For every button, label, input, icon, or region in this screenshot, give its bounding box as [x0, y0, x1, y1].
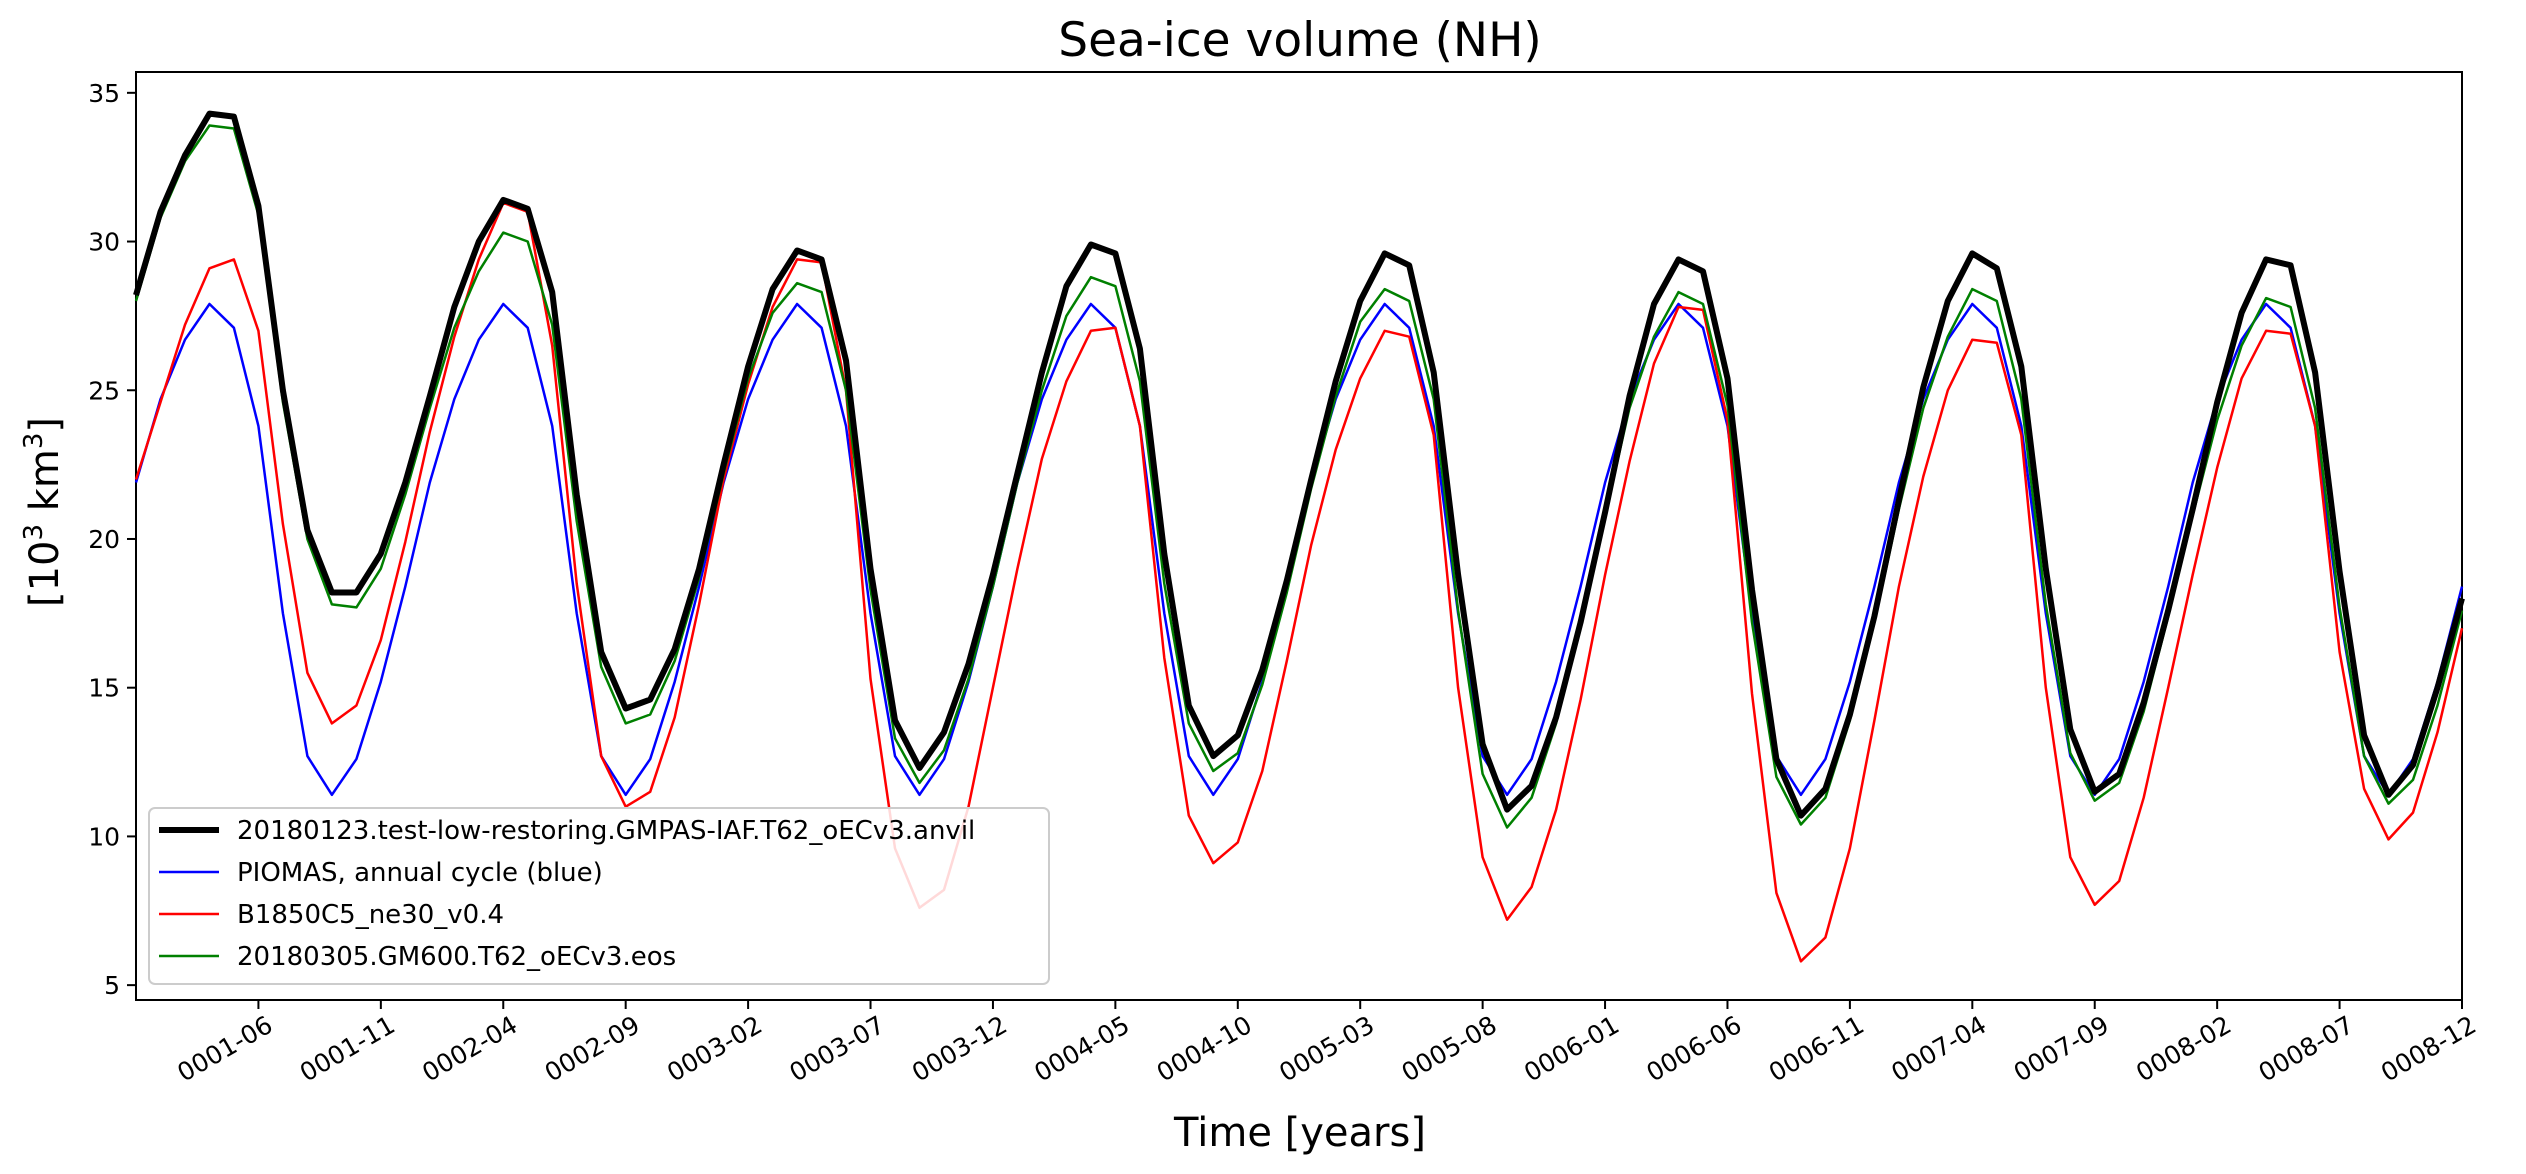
x-tick-label: 0006-06 [1642, 1010, 1747, 1087]
y-tick-label: 20 [88, 525, 120, 554]
y-axis-label-text: [10 [22, 541, 68, 608]
y-tick-label: 5 [104, 971, 120, 1000]
chart-title: Sea-ice volume (NH) [1058, 13, 1542, 68]
x-tick-label: 0004-05 [1029, 1010, 1134, 1087]
y-axis-label: [103 km3] [19, 417, 68, 607]
x-axis: 0001-06 0001-11 0002-04 0002-09 0003-02 0003-… [172, 1000, 2481, 1087]
legend-box [148, 807, 1050, 985]
x-tick-label: 0007-04 [1886, 1010, 1991, 1087]
x-tick-label: 0003-02 [662, 1010, 767, 1087]
x-tick-label: 0001-06 [172, 1010, 277, 1087]
legend-items: 20180123.test-low-restoring.GMPAS-IAF.T6… [159, 816, 975, 972]
plot-area [133, 71, 2465, 1001]
y-tick-label: 10 [88, 822, 120, 851]
legend: 20180123.test-low-restoring.GMPAS-IAF.T6… [148, 807, 1050, 985]
x-tick-label: 0007-09 [2009, 1010, 2114, 1087]
x-tick-label: 0003-07 [785, 1010, 890, 1087]
x-tick-label: 0001-11 [295, 1010, 400, 1087]
y-axis-label-unit-superscript: 3 [19, 433, 49, 450]
series-line-2 [134, 302, 2464, 797]
x-tick-label: 0003-12 [907, 1010, 1012, 1087]
y-tick-label: 15 [88, 674, 120, 703]
plot-frame [135, 71, 2463, 1001]
x-axis-label: Time [years] [1173, 1110, 1426, 1156]
y-axis-label-close: ] [22, 417, 68, 433]
legend-label-3: B1850C5_ne30_v0.4 [237, 900, 504, 930]
legend-label-1: 20180123.test-low-restoring.GMPAS-IAF.T6… [237, 816, 975, 846]
y-axis: 5 10 15 20 25 30 35 [88, 79, 136, 1000]
x-tick-label: 0002-09 [540, 1010, 645, 1087]
x-tick-label: 0002-04 [417, 1010, 522, 1087]
x-tick-label: 0005-08 [1397, 1010, 1502, 1087]
legend-label-2: PIOMAS, annual cycle (blue) [237, 858, 603, 888]
x-tick-label: 0006-11 [1764, 1010, 1869, 1087]
y-axis-label-superscript: 3 [19, 524, 49, 541]
x-tick-label: 0004-10 [1152, 1010, 1257, 1087]
x-tick-label: 0008-12 [2376, 1010, 2481, 1087]
y-tick-label: 35 [88, 79, 120, 108]
series-line-1 [133, 110, 2465, 819]
x-tick-label: 0006-01 [1519, 1010, 1624, 1087]
x-tick-label: 0008-02 [2131, 1010, 2236, 1087]
y-tick-label: 25 [88, 376, 120, 405]
y-tick-label: 30 [88, 228, 120, 257]
y-axis-label-unit: km [22, 449, 68, 524]
x-tick-label: 0005-03 [1274, 1010, 1379, 1087]
series-layer [133, 110, 2465, 963]
x-tick-label: 0008-07 [2254, 1010, 2359, 1087]
legend-label-4: 20180305.GM600.T62_oECv3.eos [237, 942, 676, 972]
